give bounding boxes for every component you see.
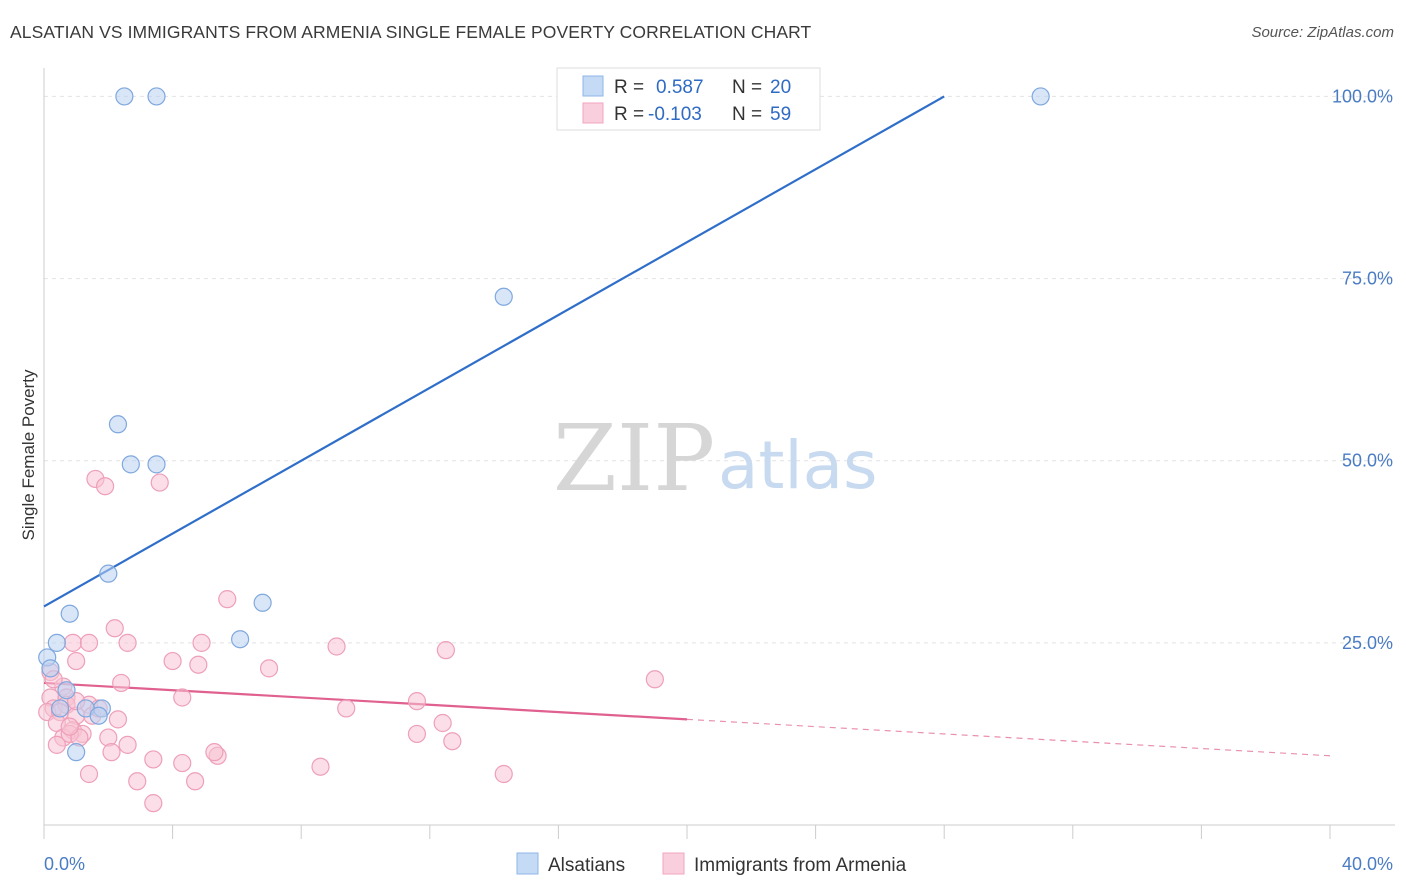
armenia-point bbox=[150, 473, 169, 492]
legend-n-value: 20 bbox=[770, 77, 791, 98]
armenia-point bbox=[443, 732, 462, 751]
y-tick-label: 75.0% bbox=[1342, 269, 1393, 289]
armenia-point bbox=[407, 692, 427, 711]
alsatian-point bbox=[253, 593, 272, 612]
grid-lines bbox=[44, 95, 1395, 644]
series-legend: Alsatians Immigrants from Armenia bbox=[516, 852, 907, 876]
armenia-point bbox=[259, 659, 279, 678]
alsatian-trend-line bbox=[43, 95, 945, 608]
watermark-atlas: atlas bbox=[718, 427, 878, 504]
armenia-point bbox=[67, 651, 86, 671]
trend-lines bbox=[43, 95, 1331, 757]
legend-n-label: N = bbox=[732, 104, 762, 125]
y-tick-label: 50.0% bbox=[1342, 451, 1393, 471]
armenia-point bbox=[433, 713, 452, 733]
chart-title: ALSATIAN VS IMMIGRANTS FROM ARMENIA SING… bbox=[10, 22, 812, 42]
armenia-point bbox=[173, 753, 192, 773]
armenia-point bbox=[218, 590, 237, 609]
armenia-point bbox=[144, 794, 163, 813]
legend-swatch-armenia bbox=[582, 102, 604, 124]
alsatian-point bbox=[121, 455, 140, 474]
alsatian-point bbox=[231, 630, 250, 649]
armenia-point bbox=[645, 670, 664, 689]
x-tick-label: 0.0% bbox=[44, 854, 85, 874]
armenia-point bbox=[47, 735, 66, 754]
legend-swatch-alsatians bbox=[516, 852, 539, 875]
armenia-trend-extension bbox=[686, 718, 1331, 757]
alsatian-point bbox=[147, 455, 166, 474]
y-tick-label: 100.0% bbox=[1332, 86, 1393, 106]
armenia-point bbox=[118, 735, 137, 754]
armenia-point bbox=[60, 717, 79, 736]
armenia-point bbox=[63, 633, 83, 652]
alsatian-point bbox=[494, 287, 513, 306]
legend-label-armenia: Immigrants from Armenia bbox=[694, 855, 907, 876]
alsatian-point bbox=[47, 633, 66, 652]
legend-n-label: N = bbox=[732, 77, 762, 98]
legend-r-label: R = bbox=[614, 77, 644, 98]
armenia-point bbox=[102, 743, 121, 762]
alsatian-point bbox=[50, 699, 70, 718]
legend-r-value: -0.103 bbox=[648, 104, 702, 125]
armenia-point bbox=[79, 633, 99, 652]
armenia-point bbox=[105, 619, 124, 638]
alsatian-point bbox=[115, 87, 134, 106]
armenia-point bbox=[311, 757, 330, 776]
alsatian-point bbox=[41, 659, 60, 678]
legend-r-value: 0.587 bbox=[656, 77, 704, 98]
armenia-point bbox=[205, 743, 224, 762]
alsatian-point bbox=[147, 87, 166, 106]
watermark-zip: ZIP bbox=[553, 405, 715, 512]
stats-legend: R = 0.587 N = 20 R = -0.103 N = 59 bbox=[556, 67, 821, 131]
legend-swatch-armenia bbox=[662, 852, 685, 875]
y-tick-label: 25.0% bbox=[1342, 633, 1393, 653]
alsatian-point bbox=[60, 604, 79, 623]
armenia-point bbox=[108, 710, 128, 729]
alsatian-point bbox=[108, 415, 128, 434]
armenia-point bbox=[337, 699, 356, 718]
alsatian-point bbox=[67, 743, 86, 762]
data-points bbox=[38, 87, 1050, 813]
armenia-point bbox=[144, 750, 163, 769]
armenia-point bbox=[95, 477, 115, 496]
y-axis-label: Single Female Poverty bbox=[19, 369, 38, 541]
armenia-point bbox=[79, 764, 99, 784]
alsatian-point bbox=[89, 706, 108, 725]
armenia-point bbox=[112, 673, 131, 693]
x-tick-label: 40.0% bbox=[1342, 854, 1393, 874]
armenia-point bbox=[173, 688, 192, 707]
legend-label-alsatians: Alsatians bbox=[548, 855, 625, 876]
armenia-point bbox=[128, 772, 147, 791]
legend-n-value: 59 bbox=[770, 104, 791, 125]
armenia-point bbox=[494, 764, 513, 784]
armenia-point bbox=[192, 633, 211, 652]
armenia-point bbox=[327, 637, 346, 656]
armenia-point bbox=[436, 641, 455, 660]
armenia-point bbox=[189, 655, 208, 674]
armenia-trend-line bbox=[43, 681, 688, 721]
armenia-point bbox=[186, 772, 205, 791]
x-tick-labels: 0.0% 40.0% bbox=[44, 854, 1393, 874]
alsatian-point bbox=[57, 681, 76, 700]
alsatian-point bbox=[1031, 87, 1050, 106]
source-label: Source: ZipAtlas.com bbox=[1251, 24, 1394, 41]
armenia-point bbox=[163, 651, 182, 671]
armenia-point bbox=[118, 633, 137, 652]
legend-swatch-alsatians bbox=[582, 75, 604, 97]
legend-r-label: R = bbox=[614, 104, 644, 125]
y-tick-labels: 25.0% 50.0% 75.0% 100.0% bbox=[1332, 86, 1393, 652]
armenia-point bbox=[407, 724, 427, 744]
alsatian-point bbox=[99, 564, 118, 583]
